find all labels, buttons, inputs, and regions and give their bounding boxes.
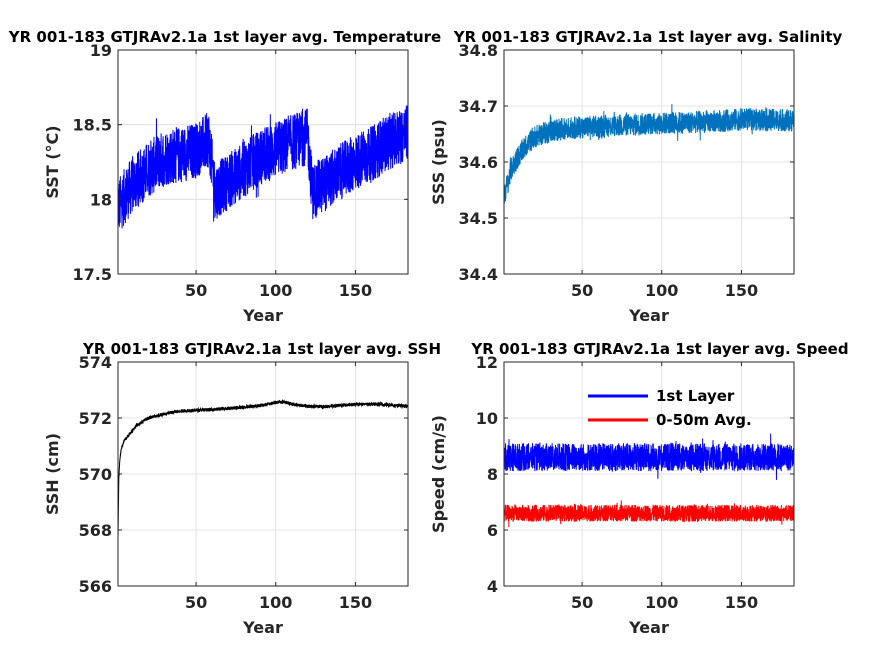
y-tick-label: 12 [476, 353, 498, 372]
x-tick-label: 100 [645, 281, 678, 300]
series-line-1 [118, 398, 408, 539]
y-tick-label: 19 [90, 41, 112, 60]
subplot-1: 50 100 150 17.5 18 18.5 19 Year SST (°C) YR 001-1… [8, 28, 441, 325]
subplot-4: 50 100 150 4 6 8 10 12 Year Speed (cm/s) YR 001-18… [429, 340, 849, 637]
y-tick-label: 34.8 [459, 41, 498, 60]
subplot-3: 50 100 150 566 568 570 572 574 Year SSH (cm) YR 00… [43, 340, 441, 637]
y-tick-label: 6 [487, 521, 498, 540]
series-line-1 [504, 104, 794, 204]
chart-title: YR 001-183 GTJRAv2.1a 1st layer avg. Sal… [453, 28, 843, 46]
y-tick-label: 18.5 [73, 116, 112, 135]
y-tick-label: 570 [79, 465, 112, 484]
x-tick-label: 50 [185, 281, 207, 300]
x-tick-label: 50 [571, 593, 593, 612]
y-tick-label: 10 [476, 409, 498, 428]
x-tick-label: 100 [259, 593, 292, 612]
x-axis-label: Year [628, 618, 669, 637]
series-line-1 [118, 105, 408, 229]
x-tick-label: 150 [725, 593, 758, 612]
y-axis-label: SST (°C) [43, 125, 62, 198]
chart-title: YR 001-183 GTJRAv2.1a 1st layer avg. SSH [82, 340, 441, 358]
y-axis-label: Speed (cm/s) [429, 415, 448, 533]
x-axis-label: Year [242, 618, 283, 637]
y-tick-label: 566 [79, 577, 112, 596]
series-line-2 [504, 500, 794, 527]
y-tick-label: 4 [487, 577, 498, 596]
y-tick-label: 572 [79, 409, 112, 428]
chart-title: YR 001-183 GTJRAv2.1a 1st layer avg. Spe… [470, 340, 848, 358]
y-tick-label: 34.7 [459, 97, 498, 116]
x-tick-label: 100 [645, 593, 678, 612]
chart-title: YR 001-183 GTJRAv2.1a 1st layer avg. Tem… [8, 28, 441, 46]
y-tick-label: 34.6 [459, 153, 498, 172]
x-tick-label: 50 [185, 593, 207, 612]
legend: 1st Layer 0-50m Avg. [588, 387, 752, 429]
y-axis-label: SSS (psu) [429, 119, 448, 205]
legend-label: 1st Layer [656, 387, 735, 405]
x-tick-label: 150 [339, 593, 372, 612]
x-axis-label: Year [628, 306, 669, 325]
series-line-1 [504, 433, 794, 480]
x-tick-label: 50 [571, 281, 593, 300]
legend-label: 0-50m Avg. [656, 411, 752, 429]
y-axis-label: SSH (cm) [43, 433, 62, 515]
y-tick-label: 18 [90, 190, 112, 209]
y-tick-label: 34.4 [459, 265, 498, 284]
axes-box [117, 49, 409, 275]
y-tick-label: 568 [79, 521, 112, 540]
x-tick-label: 150 [725, 281, 758, 300]
y-tick-label: 17.5 [73, 265, 112, 284]
x-tick-label: 100 [259, 281, 292, 300]
x-tick-label: 150 [339, 281, 372, 300]
y-tick-label: 8 [487, 465, 498, 484]
subplot-2: 50 100 150 34.4 34.5 34.6 34.7 34.8 Year SSS (psu… [429, 28, 842, 325]
y-tick-label: 574 [79, 353, 112, 372]
x-axis-label: Year [242, 306, 283, 325]
y-tick-label: 34.5 [459, 209, 498, 228]
